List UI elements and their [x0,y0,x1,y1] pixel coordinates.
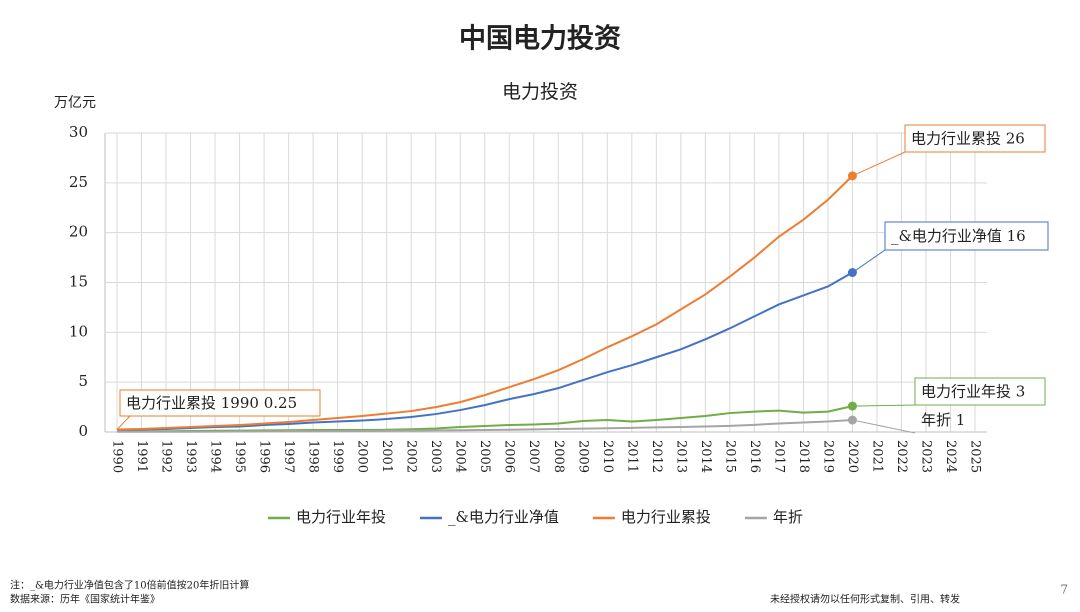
line-series [116,271,853,432]
x-tick-label: 2019 [820,440,835,473]
x-tick-label: 2004 [453,440,468,473]
y-tick-label: 15 [69,273,88,291]
legend-label: _&电力行业净值 [448,508,559,526]
callout-leader [852,151,906,177]
x-tick-label: 2020 [845,440,860,473]
x-tick-label: 1990 [110,440,125,473]
x-tick-label: 2006 [502,440,517,473]
annotation: 电力行业年投 3 [921,383,1025,401]
callout-leader [852,404,916,407]
legend-label: 电力行业累投 [621,508,711,526]
x-tick-label: 2024 [943,440,958,473]
x-tick-label: 2012 [649,440,664,473]
legend-label: 电力行业年投 [296,508,386,526]
source: 数据来源：历年《国家统计年鉴》 [10,593,160,606]
callout-leader [852,419,916,434]
x-tick-label: 1994 [208,440,223,473]
legend-label: 年折 [773,508,803,526]
x-tick-label: 2011 [624,440,639,473]
x-tick-label: 2021 [869,440,884,473]
x-tick-label: 1996 [257,440,272,473]
x-tick-label: 2008 [551,440,566,473]
y-axis-label: 万亿元 [54,95,96,111]
page-title: 中国电力投资 [459,24,621,55]
x-tick-label: 1997 [281,440,296,473]
y-tick-label: 0 [78,422,88,440]
x-tick-label: 2018 [796,440,811,473]
y-tick-label: 30 [69,123,88,141]
x-tick-label: 2001 [379,440,394,473]
chart-title: 电力投资 [502,81,578,103]
x-tick-label: 2022 [894,440,909,473]
callout-box [914,377,1046,406]
y-tick-label: 20 [69,223,88,241]
x-tick-label: 2005 [477,440,492,473]
x-tick-label: 2009 [575,440,590,473]
x-tick-label: 1993 [183,440,198,473]
line-series [116,175,854,431]
x-tick-label: 2016 [747,440,762,473]
y-tick-label: 5 [78,372,88,390]
y-tick-label: 25 [69,173,88,191]
end-marker [847,415,857,425]
line-series [117,419,853,433]
callout-leader [116,415,131,430]
annotation: 电力行业累投 26 [911,130,1025,148]
x-tick-label: 2023 [918,440,933,473]
annotation: 电力行业累投 1990 0.25 [126,394,297,412]
end-marker [847,401,857,411]
x-tick-label: 1991 [134,440,149,473]
x-tick-label: 2015 [722,440,737,473]
x-tick-label: 2013 [673,440,688,473]
x-tick-label: 2017 [771,440,786,473]
x-tick-label: 2014 [698,440,713,473]
x-tick-label: 1995 [232,440,247,473]
annotation: _&电力行业净值 16 [891,227,1026,245]
x-tick-label: 2002 [404,440,419,473]
x-tick-label: 1992 [159,440,174,473]
x-tick-label: 2003 [428,440,443,473]
x-tick-label: 2000 [355,440,370,473]
page-number: 7 [1060,583,1068,597]
x-tick-label: 1998 [306,440,321,473]
annotation: 年折 1 [921,411,965,429]
x-tick-label: 2025 [968,440,983,473]
callout-box [119,389,321,417]
copyright: 未经授权请勿以任何形式复制、引用、转发 [770,593,960,606]
footnote: 注：_&电力行业净值包含了10倍前值按20年折旧计算 [10,579,249,592]
end-marker [847,171,857,181]
x-tick-label: 2010 [600,440,615,473]
y-tick-label: 10 [69,322,88,340]
callout-box [904,124,1046,153]
callout-leader [852,249,886,273]
end-marker [847,268,857,278]
x-tick-label: 1999 [330,440,345,473]
callout-box [884,221,1049,251]
x-tick-label: 2007 [526,440,541,473]
